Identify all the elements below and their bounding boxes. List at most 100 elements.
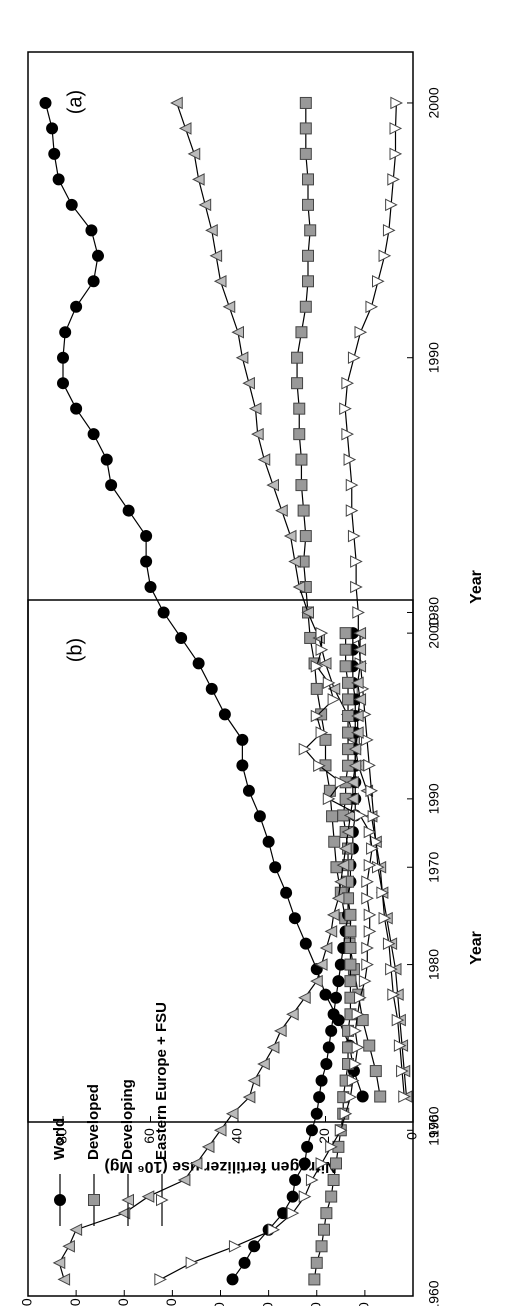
data-point (144, 581, 157, 593)
data-point (257, 1057, 270, 1071)
data-point (344, 925, 357, 938)
data-point (59, 326, 72, 339)
data-point (336, 858, 350, 872)
data-point (348, 759, 362, 773)
data-point (218, 708, 231, 721)
data-point (393, 1039, 407, 1052)
data-point (346, 792, 359, 806)
data-point (372, 274, 385, 288)
series-line (232, 633, 356, 1280)
data-point (387, 173, 400, 186)
data-point (275, 504, 288, 517)
data-point (361, 891, 374, 905)
x-axis-title: Year (468, 931, 485, 965)
x-tick-label: 1980 (426, 949, 442, 980)
data-point (288, 912, 301, 925)
data-point (341, 427, 354, 441)
data-point (295, 479, 308, 492)
data-point (315, 1157, 329, 1170)
data-point (65, 198, 78, 211)
data-point (344, 942, 357, 954)
data-point (213, 1123, 227, 1137)
data-point (242, 1090, 256, 1104)
data-point (228, 1239, 242, 1253)
data-point (308, 1273, 321, 1286)
y-tick-label: 20 (316, 1128, 332, 1144)
data-point (353, 693, 367, 706)
data-point (141, 1190, 155, 1203)
data-point (374, 1090, 387, 1103)
data-point (170, 96, 183, 110)
x-tick-label: 1970 (426, 1115, 442, 1146)
data-point (299, 530, 312, 543)
y-tick-label: 100 (163, 1298, 179, 1306)
data-point (315, 726, 329, 739)
data-point (315, 626, 329, 640)
data-point (286, 1190, 299, 1203)
data-point (87, 275, 100, 288)
data-point (52, 173, 65, 186)
data-point (242, 784, 255, 797)
x-tick-label: 1970 (426, 851, 442, 882)
y-tick-label: 140 (67, 1298, 83, 1306)
data-point (295, 453, 308, 466)
data-point (376, 886, 389, 900)
data-point (286, 1206, 300, 1220)
data-point (350, 580, 363, 594)
data-point (325, 1024, 338, 1037)
data-point (341, 376, 354, 390)
data-point (293, 402, 306, 415)
data-point (302, 249, 314, 262)
data-point (238, 1256, 251, 1269)
data-point (209, 249, 223, 263)
data-point (385, 962, 398, 976)
legend-label: World (51, 1118, 68, 1160)
data-point (363, 759, 376, 772)
data-point (319, 941, 333, 955)
data-point (205, 224, 218, 237)
data-point (346, 775, 359, 789)
data-point (315, 643, 329, 657)
data-point (54, 1194, 66, 1206)
data-point (70, 402, 83, 415)
data-point (310, 659, 324, 673)
data-point (353, 643, 367, 657)
data-point (351, 1007, 365, 1021)
data-point (398, 1090, 411, 1103)
y-tick-label: 40 (229, 1128, 245, 1144)
data-point (349, 1057, 362, 1071)
data-point (57, 1273, 71, 1286)
data-point (266, 478, 279, 492)
data-point (122, 504, 135, 517)
data-point (330, 991, 342, 1004)
data-point (177, 1173, 191, 1187)
data-point (157, 606, 170, 619)
series-line (313, 633, 352, 1280)
data-point (310, 1107, 323, 1120)
data-point (192, 173, 205, 186)
data-point (372, 860, 385, 874)
data-point (382, 937, 396, 950)
data-point (251, 427, 264, 441)
data-point (327, 682, 341, 696)
series-line (58, 633, 361, 1280)
data-point (363, 908, 377, 922)
data-point (363, 825, 377, 839)
data-point (235, 351, 249, 365)
data-point (192, 657, 205, 670)
data-point (318, 657, 332, 670)
data-point (187, 147, 201, 161)
data-point (389, 147, 403, 161)
series-line (160, 633, 373, 1280)
panel-label: (b) (64, 638, 86, 662)
data-point (353, 659, 367, 673)
data-point (140, 530, 153, 543)
data-point (347, 529, 361, 543)
data-point (339, 842, 352, 855)
data-point (57, 351, 69, 364)
data-point (293, 428, 306, 441)
data-point (342, 693, 355, 706)
data-point (350, 555, 363, 568)
data-point (322, 792, 336, 806)
data-point (351, 1041, 365, 1054)
